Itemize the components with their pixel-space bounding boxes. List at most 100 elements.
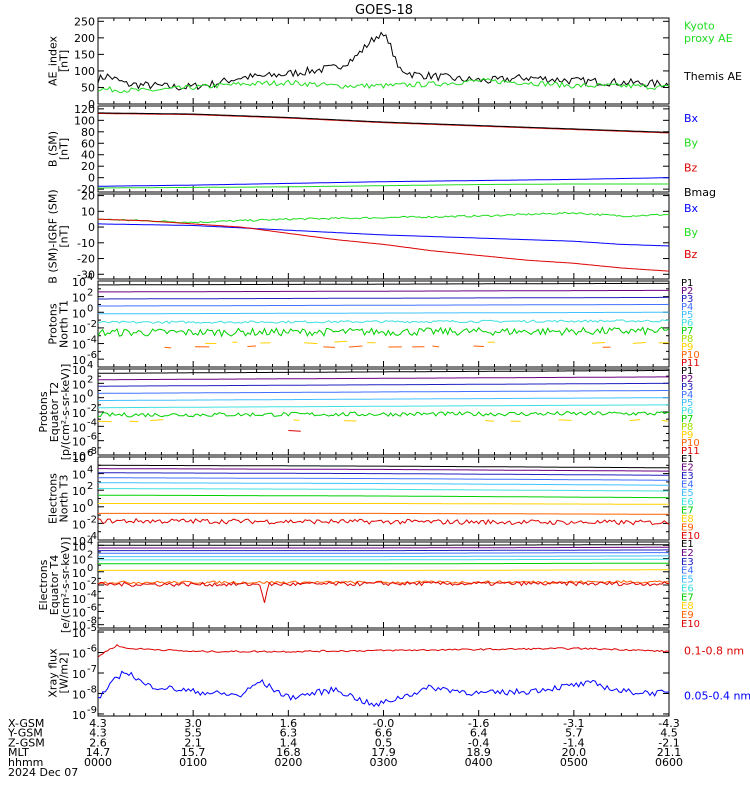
channel-label: E5: [681, 575, 694, 586]
series-line: [98, 494, 669, 499]
y-tick-label: 10: [72, 323, 86, 336]
x-row-value: 5.7: [565, 727, 583, 740]
y-tick-label: 10: [72, 339, 86, 352]
x-row-label: X-GSM: [8, 717, 44, 730]
y-tick-exponent: -8: [87, 616, 97, 627]
series-group: [98, 282, 669, 349]
series-segment: [484, 419, 495, 422]
y-tick-exponent: 0: [87, 303, 93, 314]
y-tick-label: 10: [72, 554, 86, 567]
channel-label: P11: [681, 358, 700, 369]
channel-label: P5: [681, 310, 693, 321]
plot-title: GOES-18: [355, 3, 413, 18]
y-tick-label: 10: [72, 354, 86, 367]
series-line: [98, 552, 669, 554]
y-tick-label: 10: [72, 364, 86, 377]
series-segment: [661, 419, 669, 422]
x-row-label: MLT: [8, 746, 29, 759]
y-tick-exponent: 6: [87, 448, 93, 459]
y-tick-exponent: -2: [87, 319, 97, 330]
x-row-value: 15.7: [181, 746, 206, 759]
y-tick-exponent: 0: [87, 389, 93, 400]
y-tick-exponent: -2: [87, 403, 97, 414]
channel-label: P1: [681, 366, 693, 377]
x-axis-table: X-GSM 4.3 3.0 1.6 -0.0 -1.6 -3.1 -4.3 Y-GSM 4.3 5.…: [7, 717, 683, 779]
panel-frame: [97, 541, 670, 629]
series-segment: [98, 420, 112, 423]
y-tick-label: 10: [72, 407, 86, 420]
series-line: [98, 211, 669, 224]
x-row-value: 4.5: [660, 727, 678, 740]
y-axis-label: Xray flux: [47, 648, 60, 698]
y-axis-label: Protons: [47, 303, 60, 344]
series-line: [98, 464, 669, 469]
y-tick-label: -10: [77, 237, 95, 250]
y-tick-label: 10: [72, 668, 86, 681]
series-line: [98, 503, 669, 505]
channel-label: P8: [681, 334, 693, 345]
x-row-value: -1.4: [563, 736, 584, 749]
y-tick-label: 10: [72, 485, 86, 498]
channel-label: P9: [681, 342, 693, 353]
y-tick-label: 10: [72, 593, 86, 606]
panel-frame: [97, 17, 670, 105]
series-line: [98, 468, 669, 472]
y-tick-label: 60: [81, 137, 95, 150]
channel-label: E2: [681, 463, 694, 474]
y-axis-label: [W/m2]: [58, 653, 71, 694]
legend-entry: Bx: [684, 112, 699, 125]
date-label: 2024 Dec 07: [8, 766, 78, 779]
x-row-value: 14.7: [86, 746, 111, 759]
series-line: [98, 544, 669, 546]
series-line: [98, 555, 669, 558]
panel-frame: [97, 368, 670, 456]
x-row-value: 16.8: [276, 746, 301, 759]
y-tick-exponent: 4: [87, 465, 93, 476]
y-tick-label: 0: [88, 221, 95, 234]
channel-label: P10: [681, 350, 700, 361]
x-row-value: 6.3: [280, 727, 298, 740]
x-row-value: 21.1: [657, 746, 682, 759]
series-line: [98, 223, 669, 247]
channel-label: P2: [681, 374, 693, 385]
channel-label: E1: [681, 539, 694, 550]
series-group: [98, 643, 669, 708]
y-tick-label: 10: [72, 606, 86, 619]
y-axis-label: [nT]: [58, 138, 71, 160]
series-segment: [591, 341, 605, 344]
series-segment: [150, 419, 164, 421]
x-row-value: 6.4: [470, 727, 488, 740]
channel-label: P4: [681, 390, 693, 401]
y-tick-label: 10: [72, 709, 86, 722]
y-tick-label: 0: [88, 172, 95, 185]
x-row-value: 0000: [84, 756, 112, 769]
series-segment: [473, 345, 485, 348]
y-tick-exponent: -9: [87, 705, 97, 716]
y-axis-label: AE_index: [47, 35, 60, 86]
series-group: [98, 112, 669, 189]
series-segment: [348, 345, 363, 348]
y-axis-label: B (SM)-IGRF (SM): [47, 189, 60, 283]
channel-label: P6: [681, 406, 693, 417]
panel-frame: [97, 193, 670, 280]
legend-entry: Bz: [684, 248, 698, 261]
y-tick-label: 100: [74, 114, 95, 127]
channel-label: E7: [681, 592, 694, 603]
y-tick-label: 10: [72, 393, 86, 406]
channel-label: E3: [681, 557, 694, 568]
series-line: [98, 289, 669, 293]
y-axis-label: Equator T2: [48, 382, 61, 442]
series-line: [98, 282, 669, 286]
y-axis-label: [nT]: [58, 225, 71, 247]
series-group: [98, 544, 669, 603]
series-line: [98, 512, 669, 515]
y-axis-label: Equator T4: [48, 555, 61, 615]
y-tick-label: 10: [81, 205, 95, 218]
channel-label: E4: [681, 566, 694, 577]
y-tick-label: -20: [77, 253, 95, 266]
channel-label: E5: [681, 488, 694, 499]
x-row-value: 0600: [655, 756, 683, 769]
series-segment: [304, 342, 318, 345]
x-row-label: Y-GSM: [7, 727, 43, 740]
